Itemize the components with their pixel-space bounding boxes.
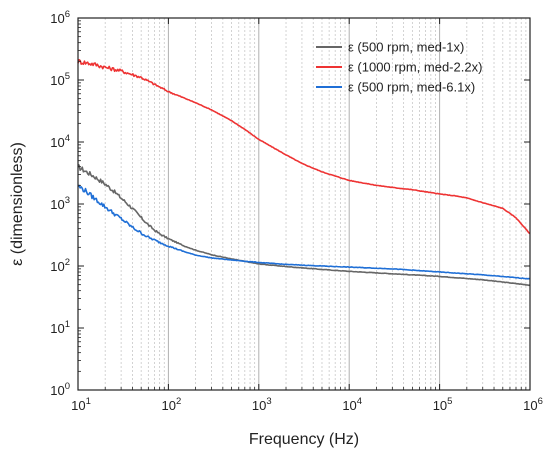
series-line-3	[77, 184, 531, 280]
x-tick-label: 102	[162, 396, 182, 413]
legend-label-2: ε (1000 rpm, med-2.2x)	[348, 60, 482, 75]
y-tick-label: 102	[50, 257, 70, 274]
x-axis-title: Frequency (Hz)	[249, 431, 359, 448]
y-tick-label: 101	[50, 319, 70, 336]
legend-label-3: ε (500 rpm, med-6.1x)	[348, 80, 475, 95]
x-tick-label: 105	[433, 396, 453, 413]
series-layer	[77, 59, 531, 287]
series-line-1	[77, 163, 531, 287]
legend-label-1: ε (500 rpm, med-1x)	[348, 40, 464, 55]
series-line-2	[77, 59, 531, 235]
y-tick-label: 103	[50, 195, 70, 212]
y-tick-label: 106	[50, 9, 70, 26]
y-axis-title: ε (dimensionless)	[9, 142, 26, 266]
x-tick-label: 104	[342, 396, 362, 413]
y-tick-label: 100	[50, 381, 70, 398]
x-tick-label: 106	[523, 396, 543, 413]
y-tick-label: 104	[50, 133, 70, 150]
grid-layer	[104, 18, 527, 390]
x-tick-label: 101	[71, 396, 91, 413]
y-tick-label: 105	[50, 71, 70, 88]
x-tick-label: 103	[252, 396, 272, 413]
legend: ε (500 rpm, med-1x) ε (1000 rpm, med-2.2x…	[316, 40, 482, 95]
